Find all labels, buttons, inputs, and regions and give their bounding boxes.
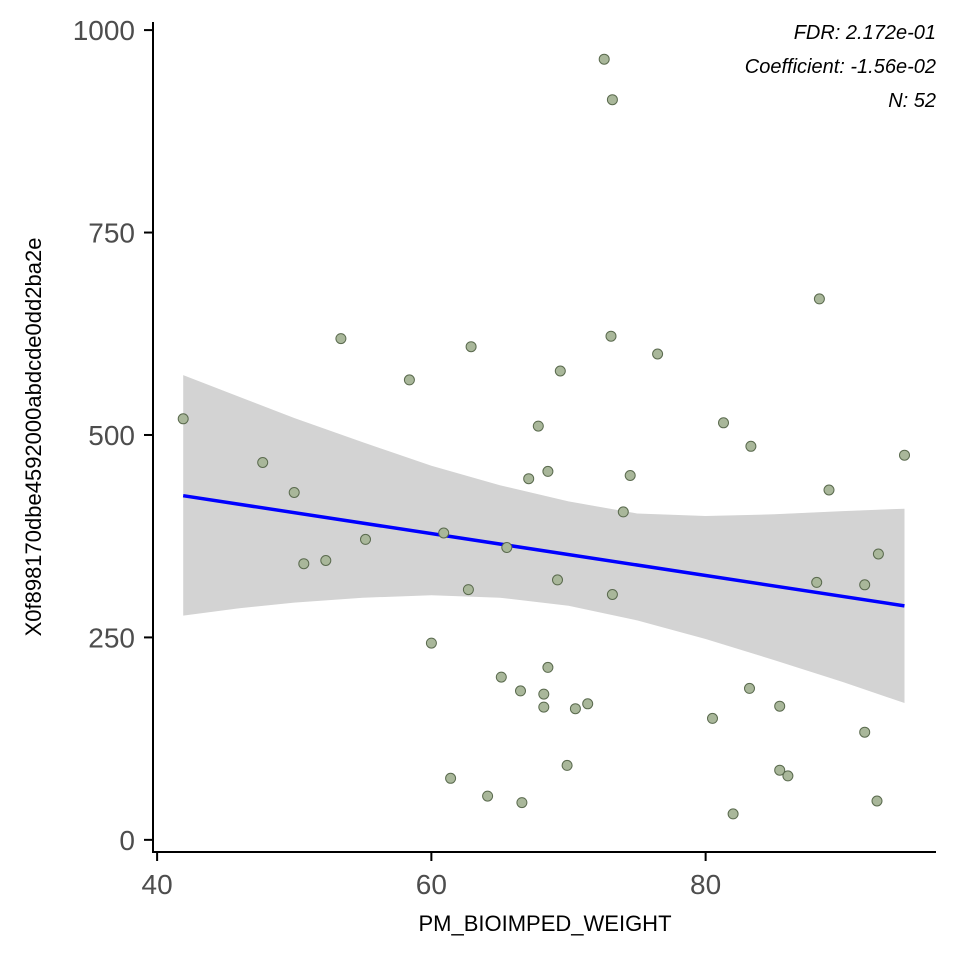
axes-layer bbox=[152, 22, 936, 853]
confidence-band bbox=[183, 375, 905, 703]
data-point bbox=[523, 473, 535, 485]
x-tick-label: 80 bbox=[690, 869, 721, 900]
coefficient-annotation: Coefficient: -1.56e-02 bbox=[745, 56, 936, 78]
y-axis-title: X0f898170dbe4592000abdcde0dd2ba2e bbox=[21, 238, 46, 637]
data-point bbox=[652, 348, 664, 360]
data-point bbox=[445, 772, 457, 784]
x-tick-label: 40 bbox=[142, 869, 173, 900]
data-point bbox=[606, 589, 618, 600]
data-point bbox=[465, 341, 477, 353]
data-point bbox=[177, 413, 189, 425]
data-point bbox=[606, 94, 618, 106]
data-point bbox=[899, 449, 910, 461]
y-tick-label: 250 bbox=[88, 622, 135, 653]
data-point bbox=[859, 726, 871, 738]
data-point bbox=[501, 542, 513, 553]
y-tick-label: 1000 bbox=[73, 15, 135, 46]
n-annotation: N: 52 bbox=[888, 90, 936, 112]
points-layer bbox=[177, 53, 910, 820]
data-point bbox=[552, 574, 563, 586]
trend-line bbox=[182, 493, 905, 608]
data-point bbox=[542, 661, 554, 673]
data-point bbox=[298, 558, 310, 570]
data-point bbox=[774, 764, 786, 776]
data-point bbox=[744, 682, 755, 694]
data-point bbox=[823, 484, 835, 496]
data-point bbox=[532, 420, 544, 432]
data-point bbox=[320, 555, 332, 566]
data-point bbox=[438, 527, 450, 539]
x-tick-label: 60 bbox=[416, 869, 447, 900]
data-point bbox=[871, 795, 883, 807]
fdr-annotation: FDR: 2.172e-01 bbox=[794, 22, 936, 44]
data-point bbox=[782, 770, 794, 782]
data-point bbox=[813, 293, 825, 305]
data-point bbox=[617, 506, 629, 518]
trend-line-layer bbox=[182, 493, 905, 608]
y-tick-label: 0 bbox=[119, 825, 135, 856]
data-point bbox=[515, 685, 526, 697]
data-point bbox=[859, 579, 871, 591]
data-point bbox=[335, 333, 347, 345]
data-point bbox=[598, 53, 610, 65]
ticks-layer: 0 250 500 750 1000 40 60 80 bbox=[73, 15, 722, 900]
data-point bbox=[403, 374, 415, 386]
data-point bbox=[707, 712, 718, 724]
data-point bbox=[745, 440, 757, 452]
data-point bbox=[624, 470, 636, 481]
data-point bbox=[538, 701, 550, 713]
data-point bbox=[257, 457, 269, 468]
x-axis-title: PM_BIOIMPED_WEIGHT bbox=[418, 911, 671, 936]
data-point bbox=[811, 576, 823, 588]
data-point bbox=[872, 548, 884, 560]
y-tick-label: 750 bbox=[88, 218, 135, 249]
data-point bbox=[727, 808, 739, 820]
y-tick-label: 500 bbox=[88, 420, 135, 451]
data-point bbox=[554, 365, 566, 377]
data-point bbox=[774, 700, 786, 712]
data-point bbox=[482, 790, 494, 802]
data-point bbox=[718, 417, 729, 429]
data-point bbox=[425, 637, 437, 649]
data-point bbox=[582, 698, 594, 710]
data-point bbox=[569, 703, 581, 715]
data-point bbox=[605, 330, 617, 342]
data-point bbox=[288, 487, 300, 498]
data-point bbox=[561, 759, 573, 771]
data-point bbox=[542, 465, 554, 477]
data-point bbox=[360, 533, 371, 545]
data-point bbox=[516, 797, 528, 809]
data-point bbox=[462, 584, 474, 596]
confidence-band-layer bbox=[183, 375, 905, 703]
data-point bbox=[538, 688, 550, 700]
data-point bbox=[495, 671, 507, 683]
